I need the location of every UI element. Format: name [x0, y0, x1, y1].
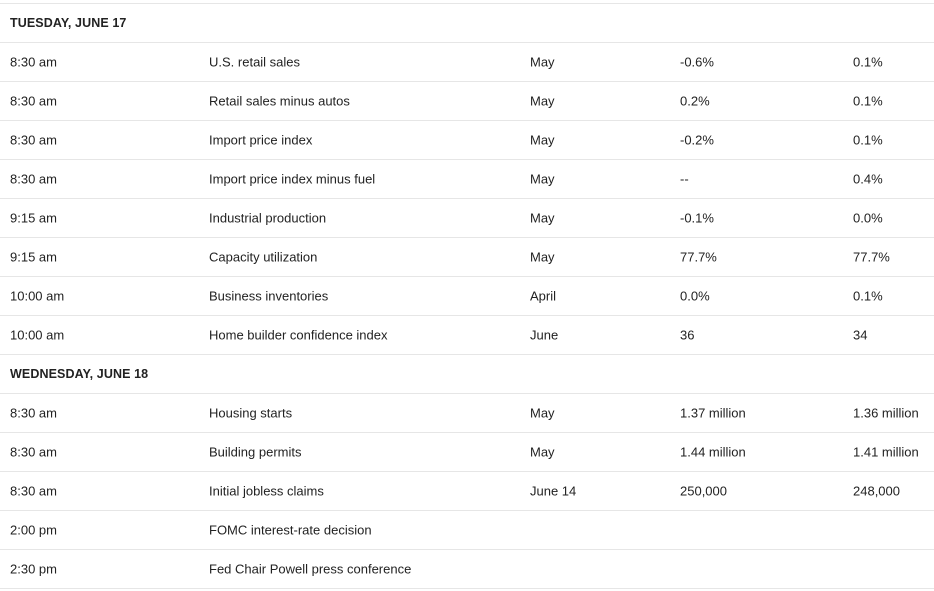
event-forecast: 0.0%: [680, 288, 710, 304]
table-row: 10:00 am Business inventories April 0.0%…: [0, 277, 934, 316]
event-period: May: [530, 171, 555, 187]
event-period: May: [530, 405, 555, 421]
table-row: 8:30 am Housing starts May 1.37 million …: [0, 394, 934, 433]
event-previous: 0.1%: [853, 93, 883, 109]
event-previous: 77.7%: [853, 249, 890, 265]
table-row: 2:00 pm FOMC interest-rate decision: [0, 511, 934, 550]
event-name: Business inventories: [209, 288, 329, 304]
day-header: TUESDAY, JUNE 17: [0, 4, 934, 43]
table-row: 9:15 am Industrial production May -0.1% …: [0, 199, 934, 238]
event-name: Capacity utilization: [209, 249, 318, 265]
table-row: 8:30 am Retail sales minus autos May 0.2…: [0, 82, 934, 121]
event-forecast: 1.44 million: [680, 444, 746, 460]
table-row: 8:30 am Import price index minus fuel Ma…: [0, 160, 934, 199]
event-forecast: --: [680, 171, 689, 187]
event-previous: 1.36 million: [853, 405, 919, 421]
event-forecast: 0.2%: [680, 93, 710, 109]
event-forecast: 1.37 million: [680, 405, 746, 421]
event-previous: 1.41 million: [853, 444, 919, 460]
event-time: 8:30 am: [10, 483, 57, 499]
event-previous: 0.1%: [853, 132, 883, 148]
event-time: 10:00 am: [10, 327, 65, 343]
event-name: Import price index: [209, 132, 313, 148]
event-period: May: [530, 210, 555, 226]
event-time: 8:30 am: [10, 171, 57, 187]
event-previous: 0.0%: [853, 210, 883, 226]
event-time: 8:30 am: [10, 132, 57, 148]
event-time: 8:30 am: [10, 405, 57, 421]
event-previous: 0.4%: [853, 171, 883, 187]
event-forecast: -0.1%: [680, 210, 714, 226]
table-row: 2:30 pm Fed Chair Powell press conferenc…: [0, 550, 934, 589]
table-row: 8:30 am Building permits May 1.44 millio…: [0, 433, 934, 472]
event-previous: 34: [853, 327, 868, 343]
table-row: 8:30 am Import price index May -0.2% 0.1…: [0, 121, 934, 160]
event-name: FOMC interest-rate decision: [209, 522, 372, 538]
event-time: 10:00 am: [10, 288, 65, 304]
event-time: 8:30 am: [10, 93, 57, 109]
event-period: April: [530, 288, 557, 304]
table-row: 8:30 am Initial jobless claims June 14 2…: [0, 472, 934, 511]
event-forecast: -0.6%: [680, 54, 714, 70]
event-name: Initial jobless claims: [209, 483, 324, 499]
top-divider: [0, 3, 934, 4]
event-name: Home builder confidence index: [209, 327, 388, 343]
event-name: Import price index minus fuel: [209, 171, 376, 187]
event-period: June: [530, 327, 559, 343]
event-forecast: 250,000: [680, 483, 727, 499]
event-period: June 14: [530, 483, 577, 499]
event-name: Fed Chair Powell press conference: [209, 561, 412, 577]
event-forecast: 36: [680, 327, 695, 343]
event-time: 9:15 am: [10, 210, 57, 226]
event-time: 2:00 pm: [10, 522, 57, 538]
event-name: Retail sales minus autos: [209, 93, 350, 109]
economic-calendar: TUESDAY, JUNE 17 8:30 am U.S. retail sal…: [0, 4, 934, 589]
event-time: 9:15 am: [10, 249, 57, 265]
event-period: May: [530, 249, 555, 265]
event-name: Building permits: [209, 444, 302, 460]
day-header-label: TUESDAY, JUNE 17: [10, 15, 127, 30]
table-row: 8:30 am U.S. retail sales May -0.6% 0.1%: [0, 43, 934, 82]
table-row: 10:00 am Home builder confidence index J…: [0, 316, 934, 355]
event-time: 8:30 am: [10, 444, 57, 460]
event-name: U.S. retail sales: [209, 54, 301, 70]
event-period: May: [530, 444, 555, 460]
event-time: 8:30 am: [10, 54, 57, 70]
event-period: May: [530, 132, 555, 148]
day-header-label: WEDNESDAY, JUNE 18: [10, 366, 149, 381]
event-period: May: [530, 93, 555, 109]
event-forecast: -0.2%: [680, 132, 714, 148]
event-previous: 248,000: [853, 483, 900, 499]
event-name: Industrial production: [209, 210, 327, 226]
event-period: May: [530, 54, 555, 70]
event-name: Housing starts: [209, 405, 293, 421]
event-forecast: 77.7%: [680, 249, 717, 265]
event-previous: 0.1%: [853, 288, 883, 304]
event-time: 2:30 pm: [10, 561, 57, 577]
table-row: 9:15 am Capacity utilization May 77.7% 7…: [0, 238, 934, 277]
day-header: WEDNESDAY, JUNE 18: [0, 355, 934, 394]
event-previous: 0.1%: [853, 54, 883, 70]
